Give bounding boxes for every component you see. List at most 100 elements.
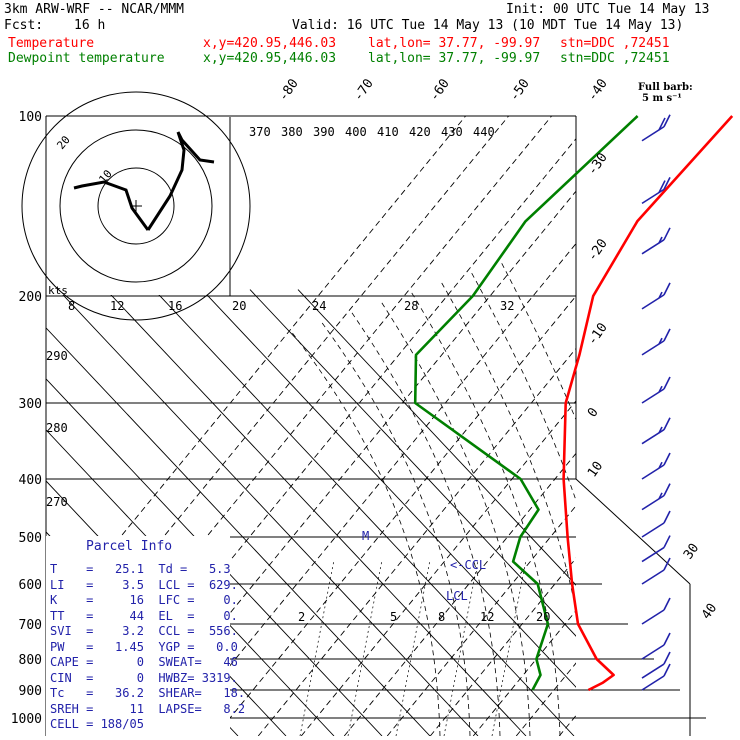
isotherm <box>300 400 576 736</box>
barb-flag <box>663 483 671 496</box>
pressure-label: 900 <box>19 684 42 699</box>
wind-barb <box>641 376 671 404</box>
barb-flag <box>663 651 671 665</box>
barb-staff <box>641 644 665 660</box>
parcel-info-line: CELL = 188/05 <box>50 717 144 731</box>
barb-key-line2: 5 m s⁻¹ <box>642 93 682 104</box>
hodograph-kts-label: kts <box>48 284 68 297</box>
barb-flag <box>663 376 671 390</box>
parcel-info-line: PW = 1.45 YGP = 0.0 <box>50 639 238 654</box>
isotherm <box>602 116 740 736</box>
mixing-ratio-line <box>299 559 335 736</box>
barb-staff <box>641 239 665 255</box>
hodograph-speed-label: 12 <box>110 299 124 313</box>
forecast-label: Fcst: <box>4 18 44 33</box>
station-temperature: stn=DDC ,72451 <box>560 36 670 51</box>
barb-flag <box>663 114 671 128</box>
theta-label-left: 270 <box>46 495 68 509</box>
pressure-label: 300 <box>19 397 42 412</box>
mixing-ratio-line <box>491 559 527 736</box>
wind-barb <box>641 557 671 585</box>
wind-barbs <box>641 114 671 691</box>
moist-adiabat <box>349 309 501 736</box>
isotherm <box>257 347 576 736</box>
isotherm <box>688 116 740 736</box>
barb-flag <box>663 328 671 342</box>
hodograph-speed-label: 24 <box>312 299 326 313</box>
parcel-info-line: CAPE = 0 SWEAT= 46 <box>50 655 238 669</box>
lcl-annotation: LCL <box>446 589 468 603</box>
hodograph-speed-label: 16 <box>168 299 182 313</box>
hodograph-speed-label: 8 <box>68 299 75 313</box>
valid-time: Valid: 16 UTC Tue 14 May 13 (10 MDT Tue … <box>292 18 684 33</box>
barb-staff <box>641 609 665 625</box>
theta-label: 390 <box>313 125 335 139</box>
pressure-label: 200 <box>19 290 42 305</box>
theta-label-left: 290 <box>46 349 68 363</box>
hodograph-ring <box>59 129 213 283</box>
wind-barb <box>641 597 671 625</box>
profiles <box>413 115 734 692</box>
isotherm-label: 10 <box>585 459 606 480</box>
barb-staff <box>641 294 665 310</box>
mixing-ratio-label: 8 <box>438 610 445 624</box>
mixing-ratio-line <box>395 559 431 736</box>
isotherm <box>472 609 576 736</box>
parcel-info-title: Parcel Info <box>86 539 173 554</box>
xy-temperature: x,y=420.95,446.03 <box>203 36 337 51</box>
latlon-dewpoint: lat,lon= 37.77, -99.97 <box>368 51 541 66</box>
hodograph-ring <box>97 167 175 245</box>
barb-staff <box>641 464 665 480</box>
barb-half-flag <box>658 337 663 345</box>
pressure-label: 700 <box>19 618 42 633</box>
barb-half-flag <box>658 492 663 500</box>
parcel-info-line: T = 25.1 Td = 5.3 <box>50 562 231 576</box>
barb-half-flag <box>658 426 663 434</box>
dry-adiabat <box>46 429 335 736</box>
isotherm <box>386 505 576 736</box>
parcel-info-line: K = 16 LFC = 0. <box>50 593 238 607</box>
init-time: Init: 00 UTC Tue 14 May 13 <box>506 2 710 17</box>
pressure-label: 1000 <box>11 712 42 727</box>
pressure-label: 500 <box>19 531 42 546</box>
barb-half-flag <box>658 291 663 299</box>
theta-label: 430 <box>441 125 463 139</box>
xy-dewpoint: x,y=420.95,446.03 <box>203 51 337 66</box>
m-annotation: M <box>362 529 369 543</box>
barb-flag <box>663 177 671 190</box>
mixing-ratio-label: 20 <box>536 610 550 624</box>
pressure-label: 600 <box>19 578 42 593</box>
isotherm-label: -20 <box>585 236 611 264</box>
moist-adiabat <box>439 279 576 613</box>
model-title: 3km ARW-WRF -- NCAR/MMM <box>4 2 185 17</box>
barb-staff <box>641 546 665 563</box>
pressure-label: 400 <box>19 473 42 488</box>
theta-label: 440 <box>473 125 495 139</box>
theta-label: 380 <box>281 125 303 139</box>
dry-adiabat <box>46 735 47 736</box>
dry-adiabat <box>153 289 575 736</box>
wind-barb <box>641 177 671 205</box>
wind-barb <box>641 535 671 563</box>
barb-key-line1: Full barb: <box>638 82 693 93</box>
isotherm-label: -80 <box>276 76 302 104</box>
wind-barb <box>641 282 671 310</box>
barb-half-flag <box>658 236 663 244</box>
parcel-info-panel <box>46 536 230 736</box>
barb-half-flag <box>658 461 663 469</box>
barb-flag <box>663 417 671 431</box>
isotherm-label: -60 <box>427 76 453 104</box>
dry-adiabat <box>105 289 527 736</box>
barb-staff <box>641 663 665 679</box>
barb-staff <box>641 522 665 538</box>
station-dewpoint: stn=DDC ,72451 <box>560 51 670 66</box>
barb-staff <box>641 429 665 445</box>
wind-barb <box>641 483 671 511</box>
barb-staff <box>641 494 665 511</box>
legend-temperature: Temperature <box>8 36 95 51</box>
wind-barb <box>641 227 671 255</box>
temperature-profile <box>562 115 734 692</box>
barb-flag <box>663 535 671 548</box>
